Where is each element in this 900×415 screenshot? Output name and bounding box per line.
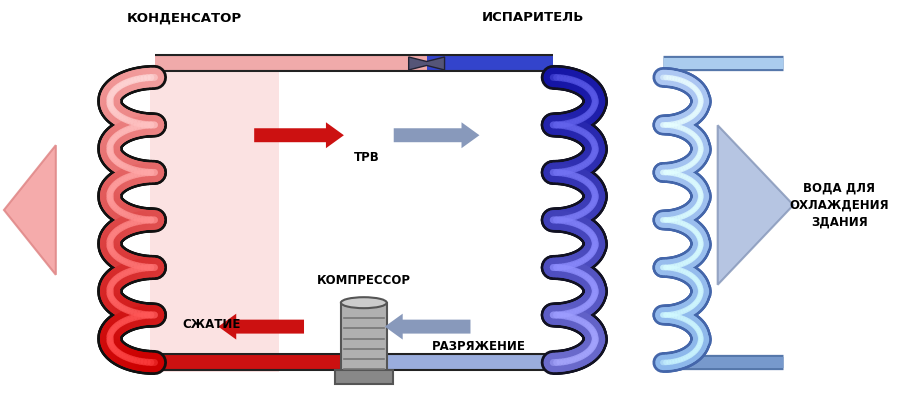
Polygon shape [409,57,445,70]
Bar [149,68,279,373]
FancyArrow shape [219,314,304,339]
Bar [335,371,392,384]
Text: КОМПРЕССОР: КОМПРЕССОР [317,274,410,287]
Polygon shape [4,145,56,275]
Polygon shape [717,125,794,285]
Ellipse shape [341,297,387,308]
Text: СЖАТИЕ: СЖАТИЕ [182,318,240,331]
Text: КОНДЕНСАТОР: КОНДЕНСАТОР [127,11,242,24]
Text: РАЗРЯЖЕНИЕ: РАЗРЯЖЕНИЕ [431,340,526,353]
Bar [341,303,387,373]
Text: ТРВ: ТРВ [354,151,380,164]
FancyArrow shape [385,314,471,339]
Text: ВОДА ДЛЯ
ОХЛАЖДЕНИЯ
ЗДАНИЯ: ВОДА ДЛЯ ОХЛАЖДЕНИЯ ЗДАНИЯ [789,181,889,229]
FancyArrow shape [393,122,480,148]
FancyArrow shape [254,122,344,148]
Text: ИСПАРИТЕЛЬ: ИСПАРИТЕЛЬ [482,11,584,24]
